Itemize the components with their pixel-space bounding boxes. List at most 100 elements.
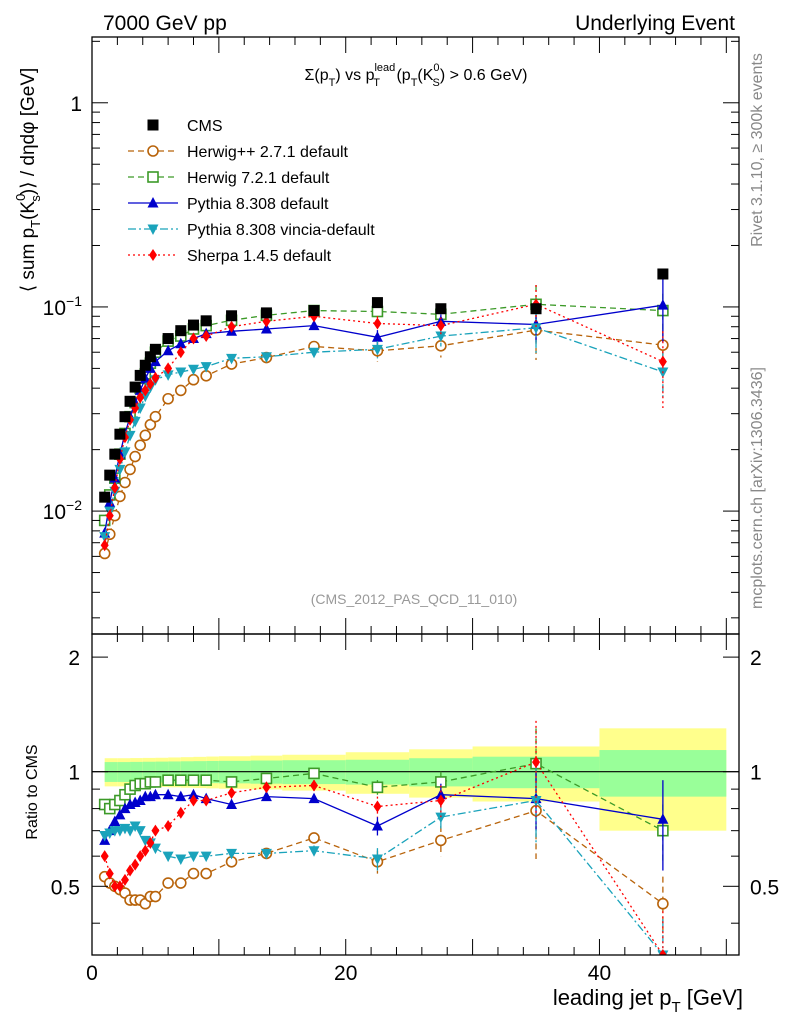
cms-data-point [162, 333, 174, 345]
cms-data-point [435, 303, 447, 315]
series-1-ratio-point [149, 890, 162, 903]
series-4-ratio-point [187, 851, 199, 863]
series-4-point [260, 352, 272, 363]
legend-label: Herwig++ 2.7.1 default [187, 144, 349, 161]
series-4-point [308, 347, 320, 359]
series-5-ratio-point [164, 820, 173, 833]
series-1-ratio-point [175, 877, 187, 889]
series-3-ratio-point [187, 788, 199, 800]
x-axis-label: leading jet pT [GeV] [553, 985, 743, 1016]
cms-data-point [144, 351, 156, 363]
series-5-ratio-point [532, 756, 541, 769]
ratio-panel-plot [92, 720, 739, 955]
series-3-ratio-point [109, 815, 121, 826]
cms-data-point [371, 297, 383, 309]
y-tick-label: 10−2 [43, 497, 83, 524]
cms-data-point [119, 411, 131, 423]
series-5-ratio-point [146, 836, 155, 849]
series-5-ratio-point [115, 880, 124, 893]
ratio-y-tick-label: 2 [68, 647, 80, 670]
series-1-ratio-point [200, 867, 212, 880]
series-3-point [657, 299, 669, 310]
cms-data-point [149, 343, 161, 355]
series-5-ratio-line [104, 761, 664, 955]
ratio-y-tick-label-right: 2 [750, 647, 762, 670]
series-2-ratio-point [175, 774, 187, 786]
series-1-point [144, 418, 157, 431]
series-5-ratio-point [436, 794, 445, 807]
series-1-ratio-point [435, 834, 447, 847]
cms-data-point [99, 491, 111, 503]
series-5-point [105, 509, 114, 522]
series-5-ratio-point [262, 781, 271, 794]
series-4-point [162, 370, 174, 381]
series-1-point [149, 410, 162, 423]
series-5-ratio-point [105, 867, 114, 880]
series-3-ratio-point [175, 790, 187, 802]
cms-data-point [104, 469, 116, 481]
x-tick-label: 40 [588, 962, 611, 985]
series-3-point [308, 319, 320, 331]
legend-label: Herwig 7.2.1 default [187, 170, 330, 187]
series-1-point [162, 392, 174, 405]
legend-label: Pythia 8.308 vincia-default [187, 222, 375, 239]
series-5-ratio-point [151, 824, 160, 837]
series-5-point [141, 384, 150, 397]
series-2-ratio-point [200, 774, 212, 786]
series-5-point [436, 319, 445, 332]
series-5-point [164, 362, 173, 375]
series-4-ratio-point [200, 851, 212, 863]
series-4-point [114, 464, 126, 476]
legend: CMS Herwig++ 2.7.1 default Herwig 7.2.1 de… [128, 118, 375, 265]
series-1-point [175, 384, 187, 397]
cms-data-point [226, 310, 238, 322]
header-left: 7000 GeV pp [103, 12, 227, 35]
series-3-ratio-point [226, 798, 238, 810]
ratio-y-axis-label: Ratio to CMS [24, 744, 41, 839]
series-5-ratio-point [202, 794, 211, 807]
cms-data-point [260, 307, 272, 319]
series-4-point [226, 353, 238, 365]
series-5-point [146, 377, 155, 390]
cms-data-point [134, 369, 146, 381]
legend-label: Pythia 8.308 default [187, 196, 329, 213]
series-4-ratio-point [175, 854, 187, 865]
series-1-ratio-point [187, 867, 200, 880]
series-5-ratio-point [120, 873, 129, 886]
series-2-ratio-point [162, 774, 174, 786]
series-4-ratio-point [149, 843, 161, 855]
legend-marker [147, 145, 159, 157]
series-4-ratio-point [162, 851, 174, 863]
x-tick-label: 0 [86, 962, 98, 985]
rivet-label: Rivet 3.1.10, ≥ 300k events [749, 53, 766, 247]
series-3-ratio-point [149, 788, 161, 800]
cms-data-point [114, 428, 126, 440]
series-3-ratio-point [260, 790, 272, 802]
legend-marker [147, 224, 159, 235]
series-5-ratio-point [658, 949, 667, 955]
y-tick-label: 10−1 [43, 293, 83, 320]
analysis-tag: (CMS_2012_PAS_QCD_11_010) [311, 591, 518, 607]
series-3-point [175, 337, 187, 349]
cms-data-point [124, 395, 136, 407]
series-3-point [260, 322, 272, 334]
series-1-point [129, 450, 141, 463]
legend-marker [149, 249, 157, 261]
series-3-point [162, 344, 174, 356]
ratio-y-tick-label: 1 [68, 762, 80, 785]
series-4-point [187, 364, 199, 376]
series-3-ratio-point [114, 808, 126, 820]
legend-marker [147, 197, 159, 208]
series-3-point [371, 331, 383, 342]
series-5-ratio-point [141, 844, 150, 857]
series-4-ratio-point [226, 848, 238, 860]
series-5-point [151, 371, 160, 384]
series-2-ratio-point [371, 781, 384, 794]
series-4-line [104, 327, 664, 537]
series-4-ratio-point [134, 826, 146, 837]
series-4-point [99, 532, 111, 543]
ratio-y-tick-label: 0.5 [51, 876, 80, 899]
series-4-ratio-point [435, 812, 447, 824]
